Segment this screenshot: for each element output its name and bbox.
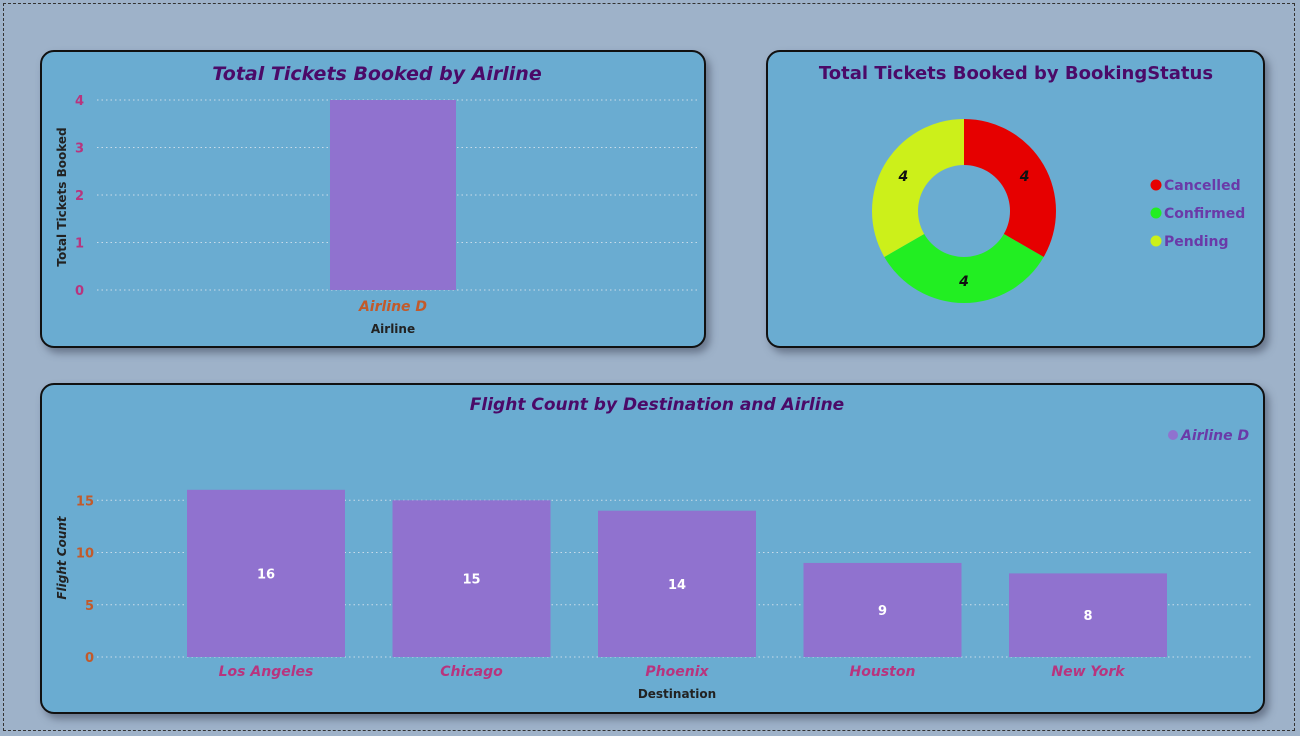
destination-chart-bar[interactable] (392, 500, 551, 657)
destination-chart-category-label: Los Angeles (219, 664, 314, 680)
airline-chart-card[interactable]: Total Tickets Booked by Airline Total Ti… (40, 50, 706, 348)
legend-airline-d-label[interactable]: Airline D (1180, 428, 1249, 444)
destination-chart-y-tick-label: 0 (85, 651, 94, 666)
legend-cancelled-label[interactable]: Cancelled (1164, 178, 1241, 194)
legend-cancelled-marker (1150, 179, 1162, 191)
destination-chart-bar[interactable] (1009, 573, 1167, 657)
airline-chart-title: Total Tickets Booked by Airline (212, 63, 542, 85)
donut-data-label: 4 (958, 274, 969, 290)
destination-chart-x-axis-label: Destination (638, 687, 716, 701)
destination-chart-y-tick-label: 15 (76, 494, 94, 509)
airline-chart-bar[interactable] (330, 100, 456, 290)
destination-chart-data-label: 14 (668, 578, 686, 593)
destination-chart-bar[interactable] (598, 510, 756, 657)
legend-confirmed-marker (1150, 207, 1162, 219)
destination-chart-y-tick-label: 10 (76, 547, 94, 562)
destination-chart-bar[interactable] (187, 489, 345, 657)
booking-status-chart-card[interactable]: Total Tickets Booked by BookingStatus 4 4… (766, 50, 1265, 348)
donut-data-label: 4 (1019, 169, 1030, 185)
dashboard-frame (3, 3, 1295, 731)
destination-chart-y-tick-label: 5 (85, 599, 94, 614)
legend-airline-d-marker (1168, 430, 1178, 440)
airline-chart-category-label: Airline D (358, 299, 427, 315)
destination-chart-category-label: Phoenix (645, 664, 709, 680)
donut-slice-confirmed[interactable] (884, 234, 1044, 303)
airline-chart-x-axis-label: Airline (371, 322, 415, 336)
airline-chart-y-axis-label: Total Tickets Booked (55, 127, 69, 266)
airline-chart-y-tick-label: 0 (75, 284, 84, 299)
legend-confirmed-label[interactable]: Confirmed (1164, 206, 1245, 222)
destination-chart-card[interactable]: Flight Count by Destination and Airline … (40, 383, 1265, 714)
airline-chart-y-tick-label: 3 (75, 142, 84, 157)
airline-chart-y-tick-label: 1 (75, 237, 84, 252)
legend-pending-marker (1150, 235, 1162, 247)
booking-status-donut-chart: Total Tickets Booked by BookingStatus 4 4… (819, 63, 1245, 303)
donut-data-label: 4 (898, 169, 909, 185)
legend-pending-label[interactable]: Pending (1164, 234, 1229, 250)
destination-chart-title: Flight Count by Destination and Airline (470, 395, 844, 415)
destination-chart-data-label: 16 (257, 567, 275, 582)
booking-status-chart-title: Total Tickets Booked by BookingStatus (819, 63, 1213, 84)
destination-chart-data-label: 8 (1083, 609, 1092, 624)
airline-chart-y-tick-label: 4 (75, 94, 84, 109)
destination-chart-data-label: 9 (878, 604, 887, 619)
destination-chart-data-label: 15 (462, 573, 480, 588)
destination-chart-y-axis-label: Flight Count (55, 515, 69, 600)
donut-slice-pending[interactable] (872, 119, 964, 257)
destination-chart-category-label: New York (1051, 664, 1126, 680)
donut-slice-cancelled[interactable] (964, 119, 1056, 257)
destination-chart-category-label: Chicago (440, 664, 503, 680)
destination-bar-chart: Flight Count by Destination and Airline … (55, 395, 1252, 701)
destination-chart-bar[interactable] (803, 562, 962, 657)
airline-bar-chart: Total Tickets Booked by Airline Total Ti… (55, 63, 697, 336)
destination-chart-category-label: Houston (850, 664, 916, 680)
airline-chart-y-tick-label: 2 (75, 189, 84, 204)
